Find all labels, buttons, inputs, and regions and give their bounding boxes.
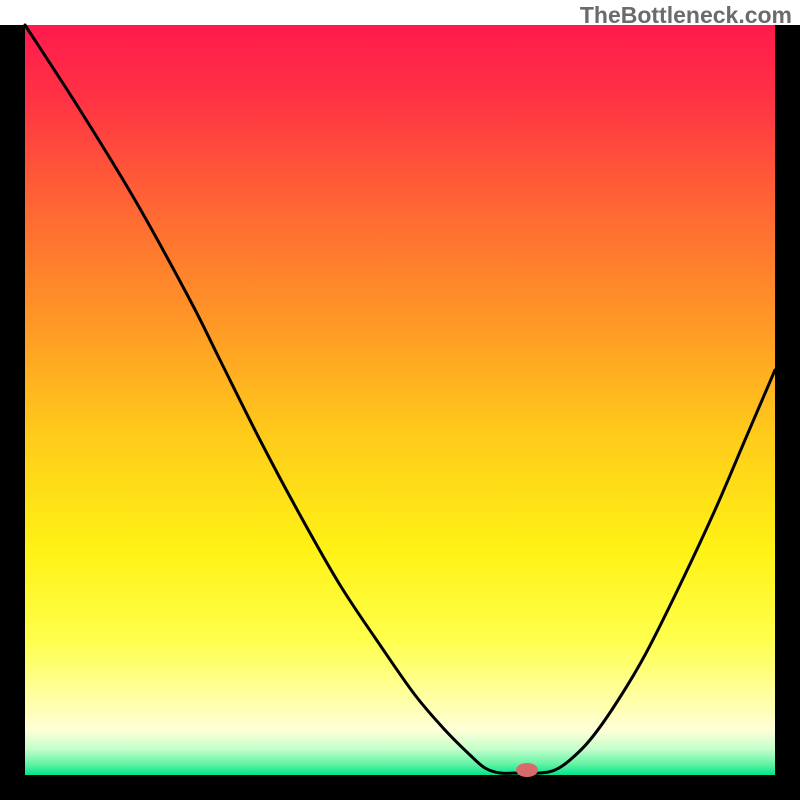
border-left [0,0,25,800]
border-right [775,0,800,800]
bottleneck-curve-chart [0,0,800,800]
gradient-background [25,25,775,775]
chart-container: { "watermark": { "text": "TheBottleneck.… [0,0,800,800]
watermark-text: TheBottleneck.com [580,2,792,29]
border-bottom [0,775,800,800]
optimal-marker [516,763,538,777]
